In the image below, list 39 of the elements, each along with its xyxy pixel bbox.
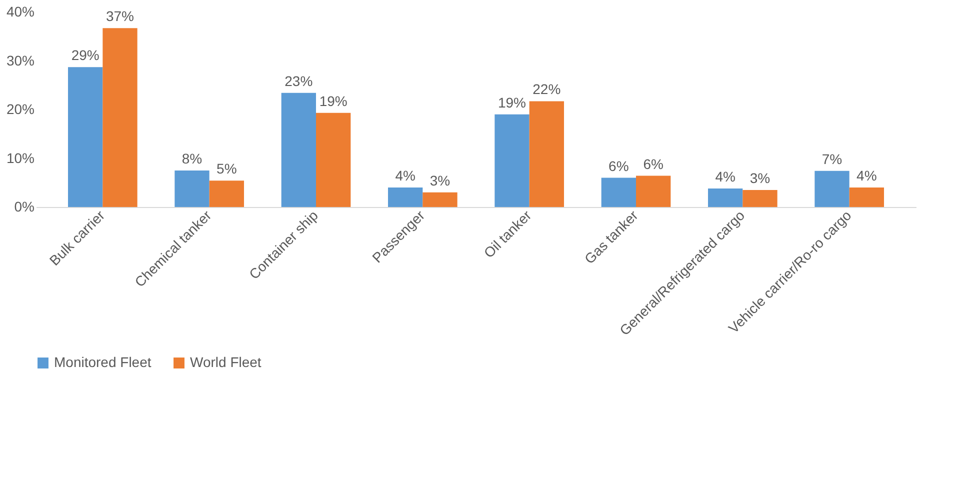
- bar: [316, 112, 351, 207]
- legend-label: World Fleet: [190, 354, 262, 370]
- data-label: 6%: [608, 158, 629, 174]
- data-label: 5%: [216, 160, 237, 177]
- bar: [422, 192, 458, 207]
- y-tick-label: 20%: [6, 101, 34, 117]
- data-label: 4%: [715, 168, 736, 184]
- bar: [388, 188, 423, 207]
- data-label: 7%: [822, 150, 842, 167]
- y-tick-label: 0%: [14, 198, 34, 214]
- data-label: 19%: [498, 94, 526, 110]
- bar: [209, 180, 244, 207]
- data-label: 19%: [319, 92, 348, 109]
- y-tick-label: 30%: [6, 52, 34, 68]
- bar: [174, 170, 210, 207]
- data-label: 6%: [643, 156, 664, 172]
- data-label: 29%: [71, 47, 100, 64]
- y-tick-label: 10%: [6, 150, 34, 166]
- bar: [529, 101, 564, 207]
- bar: [601, 178, 636, 207]
- bar: [814, 170, 850, 207]
- bar: [281, 92, 316, 207]
- legend-label: Monitored Fleet: [54, 354, 152, 370]
- bar: [494, 114, 530, 207]
- data-label: 23%: [284, 72, 313, 89]
- bar: [708, 188, 743, 207]
- data-label: 37%: [106, 8, 134, 24]
- bar: [102, 28, 138, 207]
- bar: [68, 67, 103, 207]
- data-label: 3%: [750, 170, 770, 186]
- data-label: 4%: [395, 168, 416, 184]
- bar: [742, 190, 778, 207]
- bar: [636, 176, 671, 207]
- y-tick-label: 40%: [6, 4, 34, 20]
- data-label: 22%: [532, 81, 561, 98]
- data-label: 8%: [182, 150, 202, 166]
- data-label: 4%: [856, 168, 877, 184]
- data-label: 3%: [430, 172, 450, 188]
- bar: [849, 188, 884, 207]
